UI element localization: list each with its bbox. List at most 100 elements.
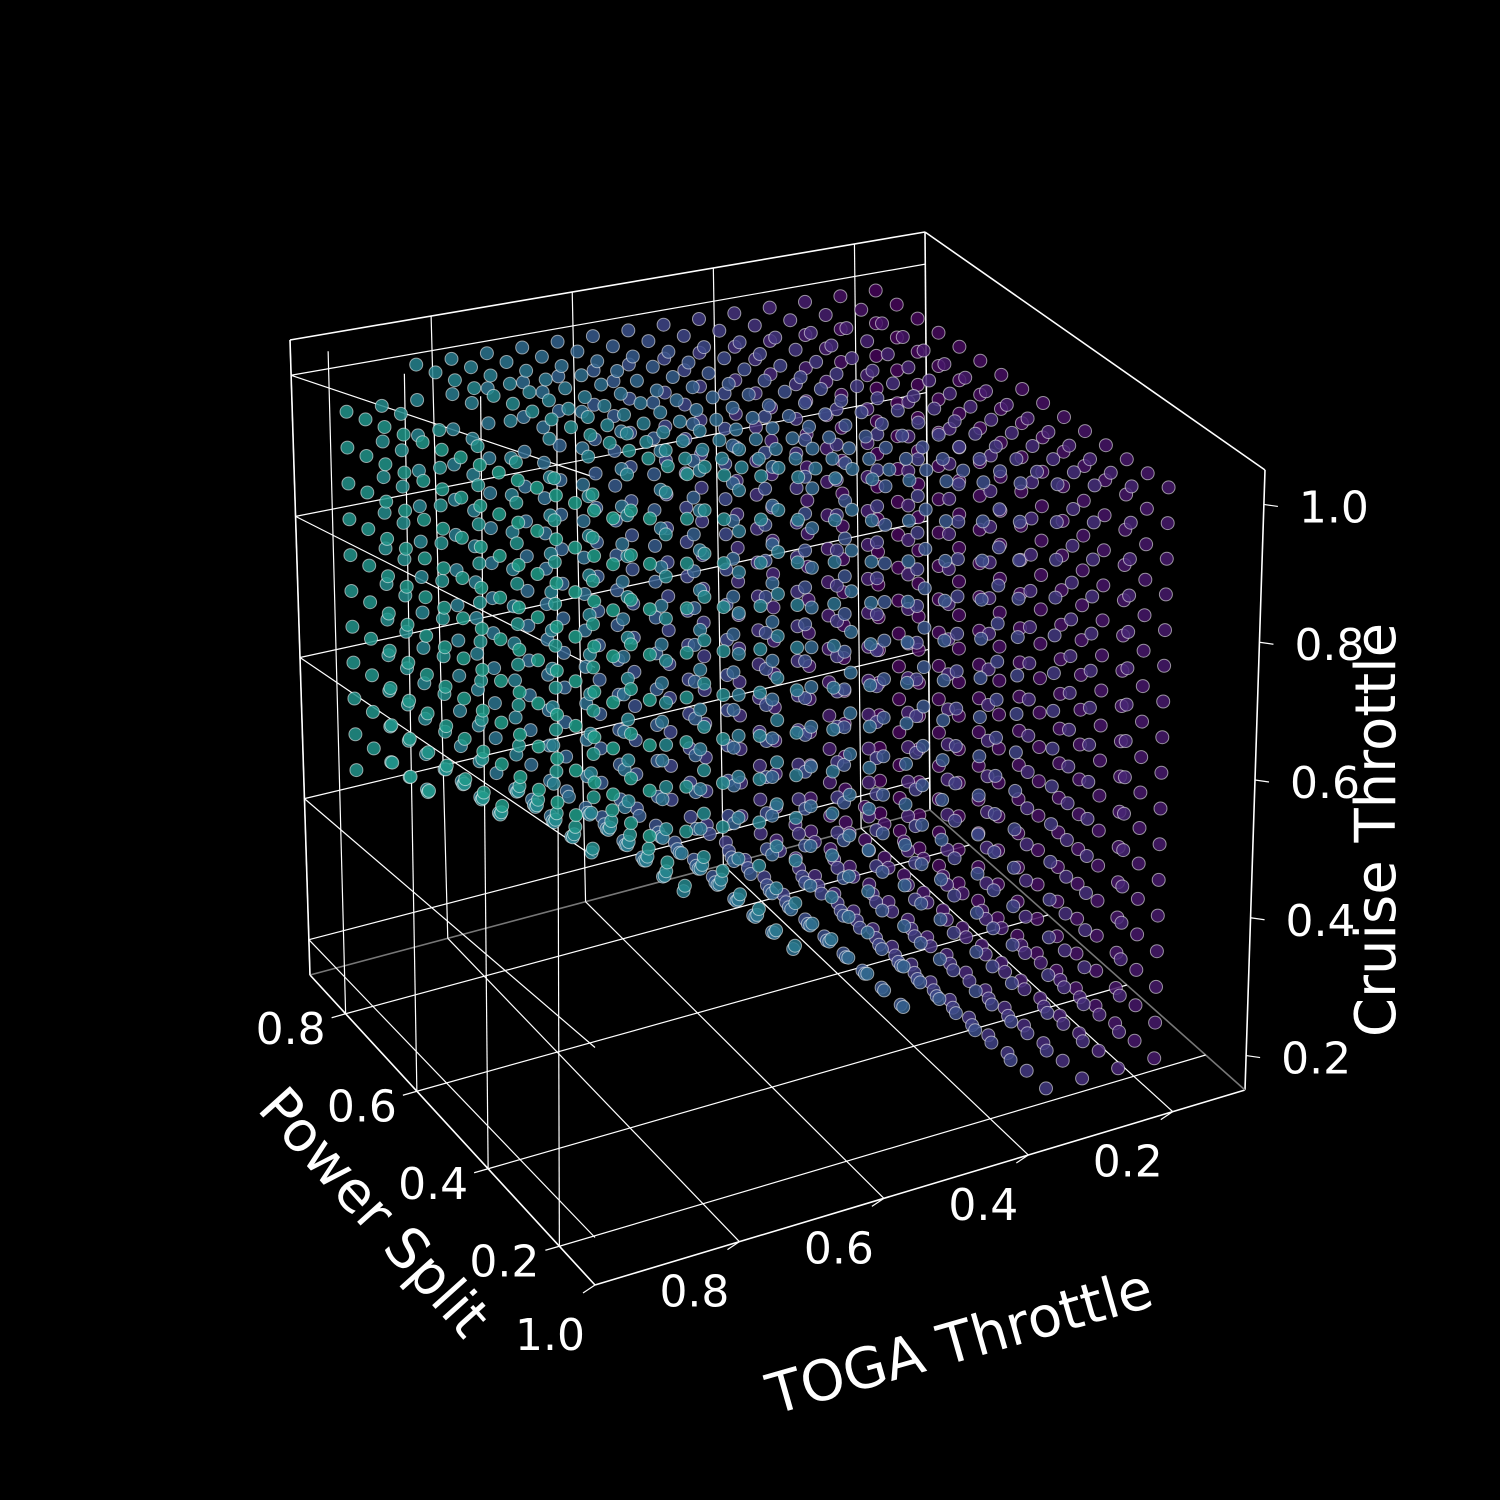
data-point xyxy=(805,441,820,456)
data-point xyxy=(482,451,497,466)
data-point xyxy=(642,602,657,617)
data-point xyxy=(437,640,452,655)
data-point xyxy=(585,329,600,344)
data-point xyxy=(935,792,950,807)
data-point xyxy=(674,846,689,861)
z-tick-mark xyxy=(1250,917,1265,921)
data-point xyxy=(862,719,877,734)
data-point xyxy=(1012,514,1027,529)
data-point xyxy=(959,930,974,945)
data-point xyxy=(660,855,675,870)
data-point xyxy=(1020,411,1035,426)
data-point xyxy=(1150,908,1165,923)
data-point xyxy=(606,649,621,664)
data-point xyxy=(590,354,605,369)
data-point xyxy=(757,373,772,388)
data-point xyxy=(412,499,427,514)
data-point xyxy=(487,661,502,676)
data-point xyxy=(949,701,964,716)
data-point xyxy=(1154,765,1169,780)
data-point xyxy=(979,384,993,399)
data-point xyxy=(1153,801,1168,816)
data-point xyxy=(877,672,891,687)
data-point xyxy=(910,489,925,503)
data-point xyxy=(919,463,934,478)
data-point xyxy=(931,427,946,442)
data-point xyxy=(969,944,984,959)
data-point xyxy=(789,683,804,698)
data-point xyxy=(1065,538,1080,553)
data-point xyxy=(770,629,785,644)
data-point xyxy=(587,639,602,654)
data-point xyxy=(576,514,591,529)
data-point xyxy=(818,407,833,422)
data-point xyxy=(845,502,859,517)
data-point xyxy=(577,390,592,405)
data-point xyxy=(422,783,436,798)
x-tick-label: 0.8 xyxy=(659,1267,729,1318)
data-point xyxy=(915,440,930,455)
data-point xyxy=(549,764,564,779)
data-points xyxy=(339,283,1176,1096)
data-point xyxy=(1076,997,1091,1012)
data-point xyxy=(992,502,1007,517)
data-point xyxy=(1062,685,1077,700)
data-point xyxy=(947,888,962,903)
data-point xyxy=(508,710,523,725)
data-point xyxy=(491,465,506,480)
data-point xyxy=(693,821,708,836)
x-tick-mark xyxy=(727,1241,740,1251)
data-point xyxy=(715,863,730,878)
data-point xyxy=(1021,728,1036,743)
data-point xyxy=(510,617,525,632)
data-point xyxy=(1079,886,1093,900)
data-point xyxy=(677,878,692,893)
data-point xyxy=(552,438,567,453)
data-point xyxy=(474,580,489,595)
data-point xyxy=(420,706,435,721)
data-point xyxy=(399,579,414,594)
data-point xyxy=(395,479,410,494)
data-point xyxy=(752,728,767,743)
data-point xyxy=(731,647,746,661)
data-point xyxy=(769,797,784,812)
data-point xyxy=(672,414,687,429)
data-point xyxy=(909,709,924,724)
data-point xyxy=(752,772,767,787)
data-point xyxy=(804,600,819,615)
data-point xyxy=(455,571,470,585)
data-point xyxy=(689,403,704,417)
data-point xyxy=(568,496,582,510)
data-point xyxy=(1019,837,1034,852)
data-point xyxy=(380,531,395,546)
data-point xyxy=(937,633,952,648)
data-point xyxy=(800,493,815,508)
data-point xyxy=(548,488,563,503)
data-point xyxy=(654,637,669,652)
data-point xyxy=(1152,837,1167,852)
data-point xyxy=(692,423,707,438)
data-point xyxy=(616,612,631,627)
data-point xyxy=(1130,927,1145,942)
data-point xyxy=(1009,452,1024,467)
data-point xyxy=(999,397,1014,412)
data-point xyxy=(669,393,684,408)
data-point xyxy=(1124,479,1139,494)
data-point xyxy=(862,451,877,466)
data-point xyxy=(931,658,946,673)
data-point xyxy=(869,607,884,622)
data-point xyxy=(661,589,676,604)
data-point xyxy=(1046,703,1061,718)
data-point xyxy=(808,461,823,476)
data-point xyxy=(558,381,573,396)
data-point xyxy=(949,664,964,679)
data-point xyxy=(771,503,786,517)
data-point xyxy=(842,869,856,884)
data-point xyxy=(546,776,561,791)
data-point xyxy=(971,827,986,842)
data-point xyxy=(731,606,746,621)
data-point xyxy=(1058,906,1073,921)
data-point xyxy=(409,357,424,372)
data-point xyxy=(403,769,418,784)
data-point xyxy=(1092,1007,1107,1022)
